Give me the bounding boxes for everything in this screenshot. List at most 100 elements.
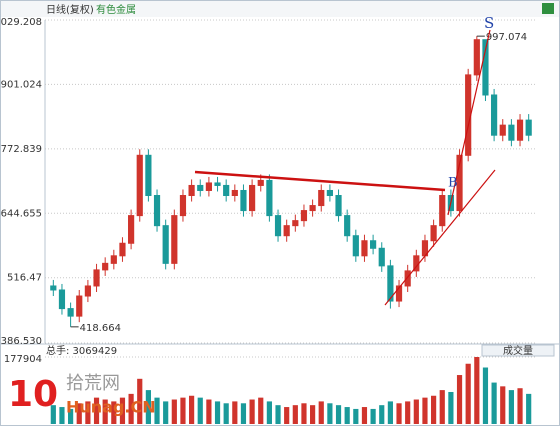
candle-body: [482, 39, 489, 96]
y-tick-label: 644.655: [1, 208, 42, 219]
chart-subtitle: 有色金属: [96, 3, 136, 16]
volume-bar: [474, 357, 480, 424]
volume-bar: [275, 405, 281, 424]
candle-body: [378, 247, 385, 267]
candle-body: [205, 182, 212, 191]
candle-body: [58, 289, 66, 310]
candle-body: [430, 225, 437, 242]
volume-bar: [413, 399, 419, 424]
marks: 386.530 516.47 644.655 772.839 901.024 1029.2…: [0, 17, 535, 424]
candle-body: [525, 119, 532, 136]
volume-bar: [431, 395, 437, 424]
candle-body: [508, 124, 515, 141]
candle-body: [188, 184, 195, 197]
volume-bar: [517, 388, 523, 424]
volume-bar: [387, 401, 393, 424]
volume-bar: [197, 397, 203, 424]
candle-body: [465, 74, 472, 156]
volume-bar: [318, 401, 324, 424]
volume-bar: [206, 399, 212, 424]
y-tick-label: 516.47: [7, 273, 42, 284]
volume-bar: [353, 408, 359, 424]
trendline: [447, 29, 491, 216]
volume-bar: [68, 408, 74, 424]
low-label: 418.664: [80, 323, 121, 334]
volume-bar: [482, 367, 489, 424]
candle-body: [335, 195, 342, 217]
volume-bar: [163, 401, 169, 424]
volume-button[interactable]: [481, 344, 555, 357]
volume-bar: [111, 401, 117, 424]
y-tick-label: 1029.208: [0, 17, 42, 28]
candle-body: [491, 94, 498, 136]
volume-bar: [145, 390, 151, 424]
candle-body: [352, 235, 359, 257]
volume-bar: [448, 391, 454, 424]
volume-bar: [119, 397, 126, 424]
volume-bar: [491, 382, 497, 424]
volume-bar: [258, 397, 264, 424]
volume-bar: [128, 393, 134, 424]
high-label: 997.074: [486, 32, 527, 43]
volume-bar: [500, 386, 506, 424]
candle-body: [84, 285, 91, 297]
y-tick-label: 901.024: [1, 79, 42, 90]
volume-bar: [137, 378, 143, 424]
volume-bar: [180, 397, 186, 424]
candle-body: [128, 215, 135, 244]
candle-body: [456, 154, 463, 212]
volume-button-label: 成交量: [503, 344, 533, 357]
volume-bar: [249, 399, 255, 424]
volume-bar: [344, 407, 350, 424]
candle-body: [439, 195, 446, 227]
volume-bar: [361, 407, 368, 424]
candle-body: [344, 215, 351, 237]
volume-bar: [59, 407, 65, 424]
candle-body: [179, 195, 187, 217]
volume-bar: [266, 401, 272, 424]
volume-bar: [214, 401, 221, 424]
volume-bar: [50, 405, 56, 424]
trendline: [384, 169, 496, 306]
watermark-site: Hunag.CN: [66, 398, 156, 417]
candle-body: [162, 225, 169, 264]
annotation: S: [484, 14, 494, 32]
candle-body: [404, 270, 411, 287]
candle-body: [102, 262, 109, 271]
volume-bar: [379, 405, 385, 424]
volume-bar: [232, 401, 238, 424]
candle-body: [473, 39, 480, 76]
volume-bar: [465, 363, 471, 424]
candle-body: [197, 184, 204, 191]
candle-body: [257, 179, 264, 186]
watermark-number: 10: [8, 374, 58, 415]
volume-bar: [327, 403, 333, 424]
candle-body: [76, 295, 83, 317]
volume-bar: [508, 390, 514, 424]
candle-body: [67, 308, 74, 317]
y-tick-label: 772.839: [1, 144, 42, 155]
window-button[interactable]: [542, 3, 554, 14]
volume-bar: [189, 395, 195, 424]
volume-bar: [284, 407, 290, 424]
candle-body: [318, 189, 325, 207]
volume-bar: [154, 397, 160, 424]
volume-bar: [370, 408, 376, 424]
volume-bar: [526, 393, 532, 424]
candle-body: [231, 189, 238, 197]
candle-body: [145, 154, 152, 197]
candle-body: [136, 154, 143, 217]
volume-bar: [240, 403, 247, 424]
annotation: B: [448, 176, 458, 191]
candle-body: [395, 285, 403, 302]
candle-body: [274, 215, 282, 237]
volume-bar: [292, 405, 298, 424]
volume-bar: [102, 399, 108, 424]
candle-body: [214, 182, 221, 186]
volume-bar: [93, 397, 100, 424]
volume-bar: [456, 375, 463, 424]
candle-body: [283, 225, 290, 237]
candle-body: [153, 195, 161, 227]
volume-bar: [301, 403, 307, 424]
